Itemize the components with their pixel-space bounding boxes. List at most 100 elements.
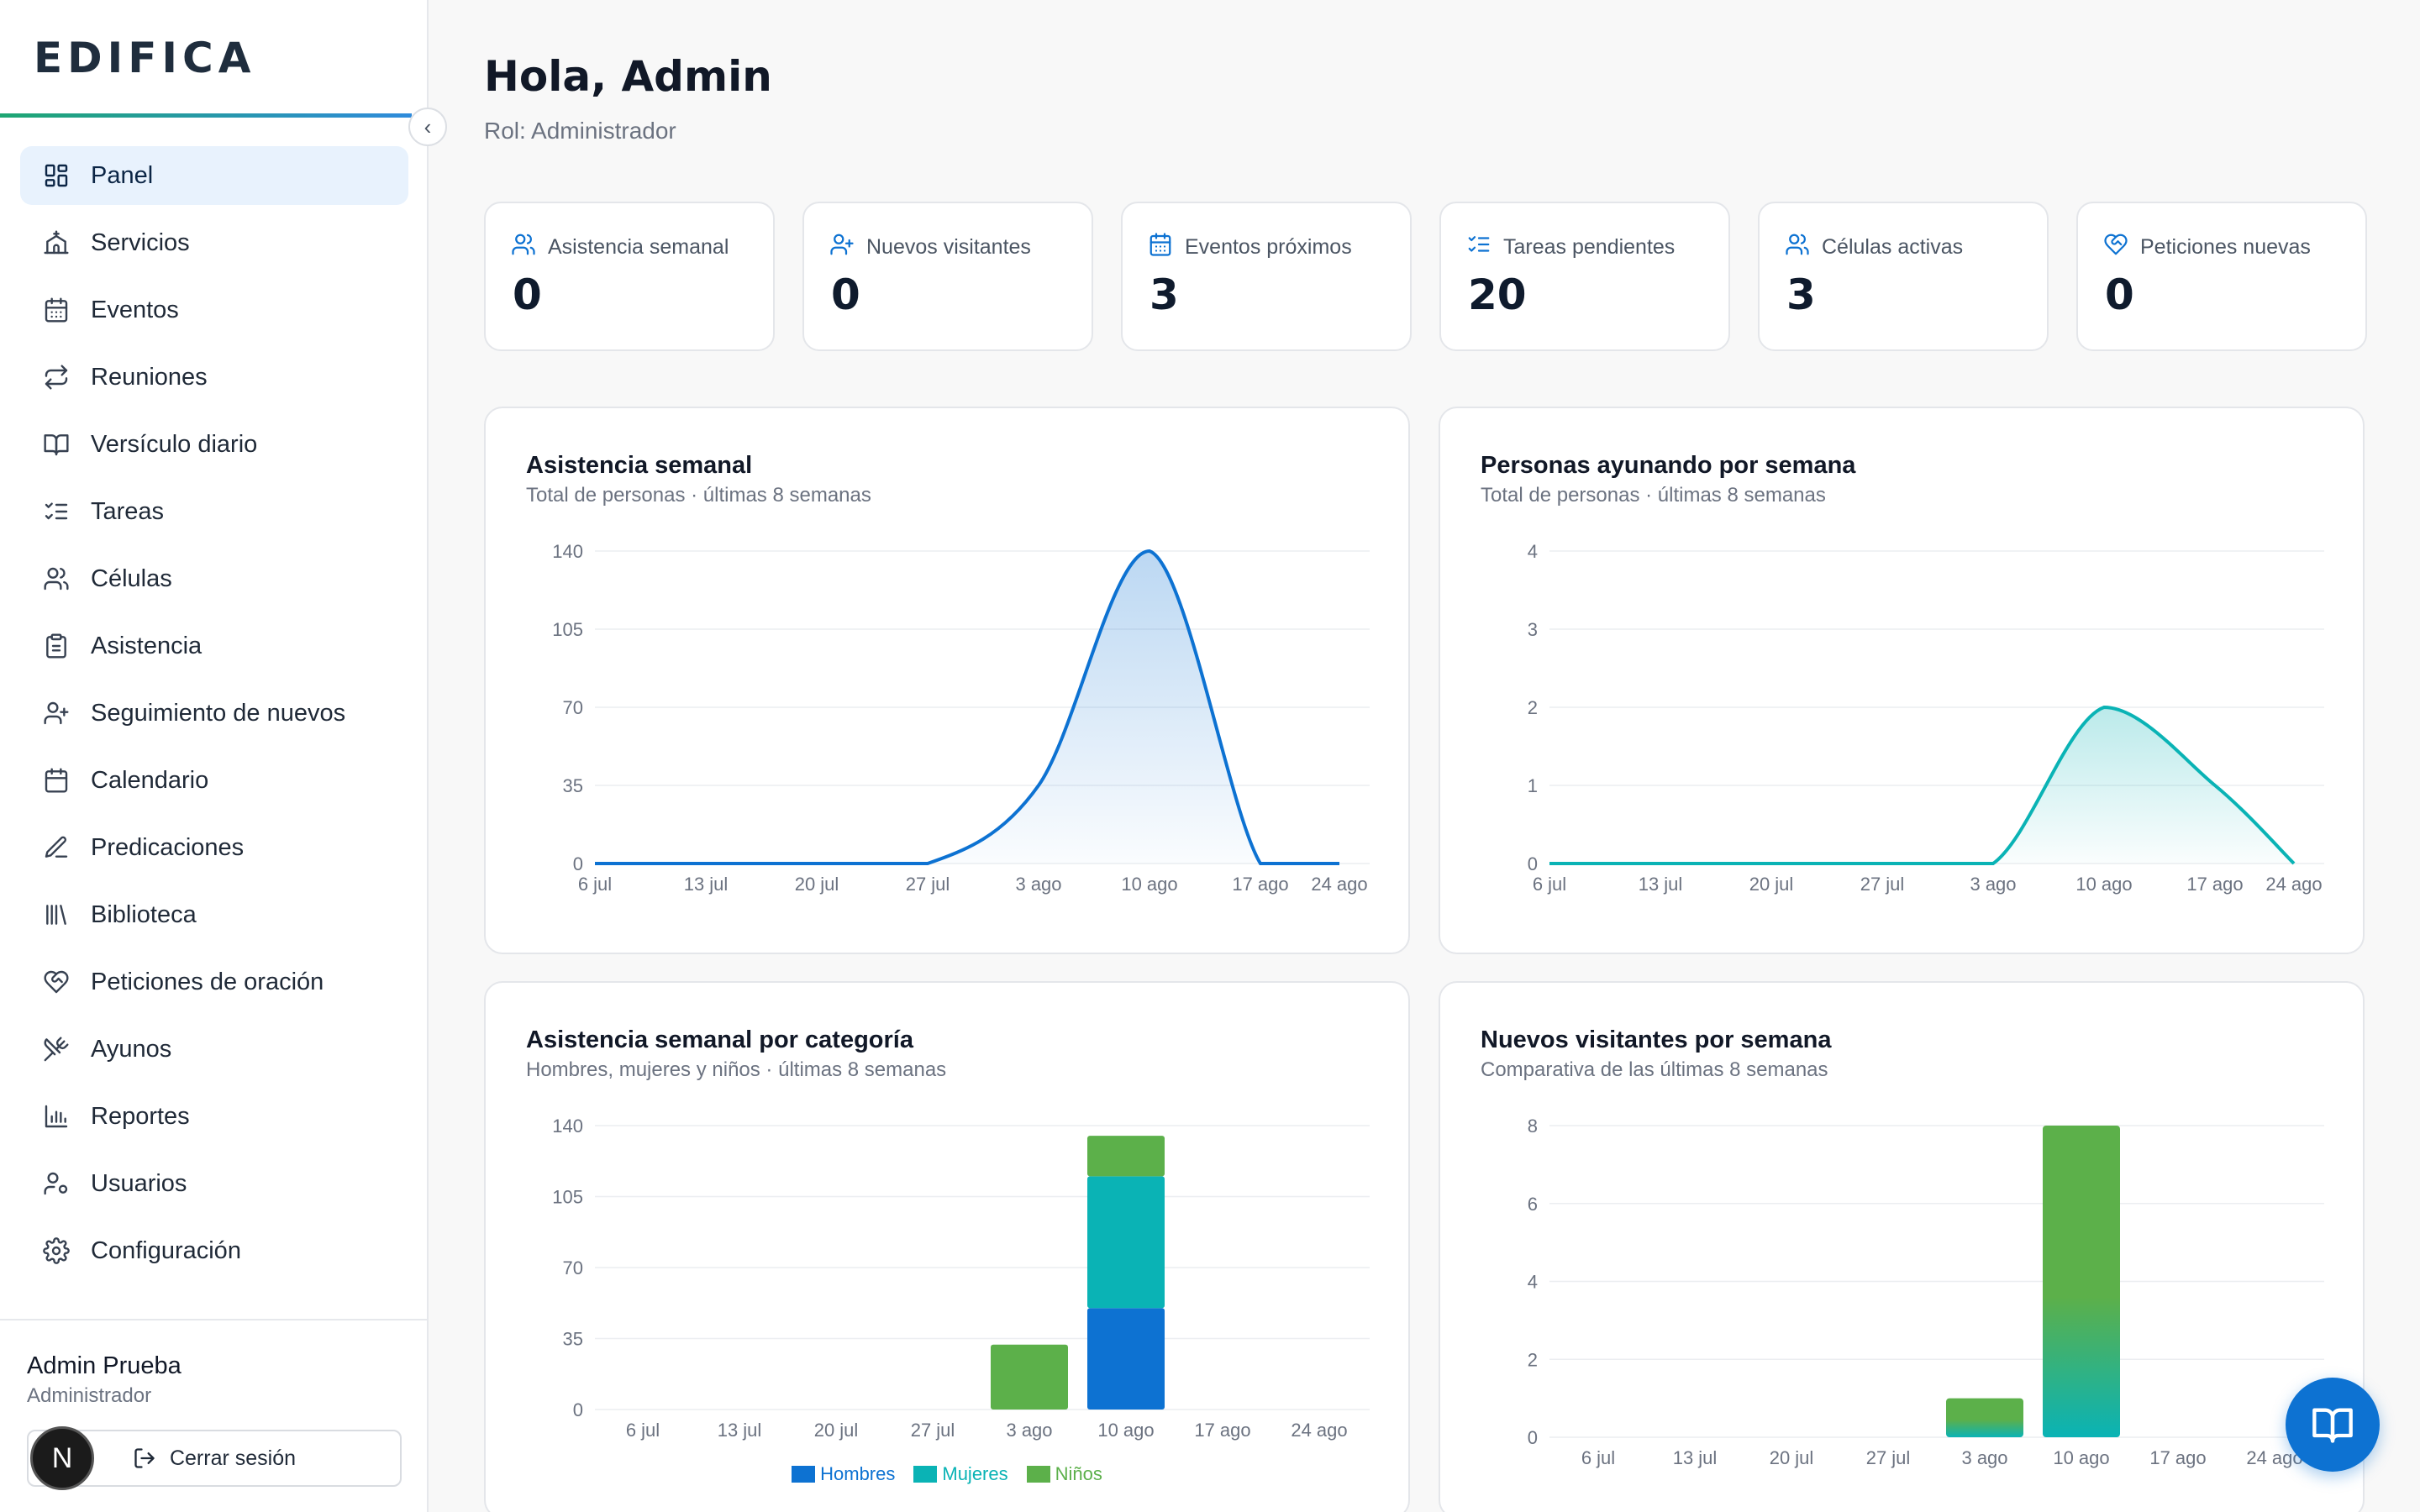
chart-subtitle: Total de personas · últimas 8 semanas	[1481, 484, 1826, 507]
sidebar-item-label: Usuarios	[91, 1169, 187, 1197]
legend-item[interactable]: Mujeres	[913, 1463, 1008, 1485]
bible-fab-button[interactable]	[2286, 1378, 2380, 1472]
y-tick-label: 105	[552, 1187, 583, 1208]
legend-item[interactable]: Niños	[1026, 1463, 1102, 1485]
x-tick-label: 24 ago	[1291, 1420, 1347, 1441]
sidebar-item-biblioteca[interactable]: Biblioteca	[20, 885, 408, 944]
ayuno-area-chart: 0 1 2 3 4 6 jul 13 jul 20 jul 27 jul 3 ago 10 ago 1…	[1528, 541, 2324, 895]
chart-card-visitantes: Nuevos visitantes por semana Comparativa…	[1439, 981, 2365, 1512]
sidebar-item-eventos[interactable]: Eventos	[20, 281, 408, 339]
y-tick-label: 105	[552, 619, 583, 640]
heart-handshake-icon	[42, 968, 71, 996]
calendar-grid-icon	[42, 296, 71, 324]
x-tick-label: 27 jul	[911, 1420, 955, 1441]
x-tick-label: 10 ago	[2053, 1447, 2109, 1468]
calendar-icon	[42, 766, 71, 795]
sidebar-item-label: Biblioteca	[91, 900, 197, 928]
sidebar-item-predicaciones[interactable]: Predicaciones	[20, 818, 408, 877]
clipboard-icon	[42, 632, 71, 660]
sidebar-item-reuniones[interactable]: Reuniones	[20, 348, 408, 407]
sidebar-item-label: Tareas	[91, 497, 165, 525]
stat-card: Células activas 3	[1758, 202, 2049, 351]
user-cog-icon	[42, 1169, 71, 1198]
x-tick-label: 20 jul	[795, 874, 839, 895]
legend-swatch	[792, 1466, 816, 1483]
sidebar-item-label: Asistencia	[91, 632, 203, 659]
sidebar-item-asistencia[interactable]: Asistencia	[20, 617, 408, 675]
bar-hombres	[1087, 1308, 1165, 1410]
calendar-grid-icon	[1148, 232, 1185, 263]
stat-card: Nuevos visitantes 0	[802, 202, 1093, 351]
sidebar-collapse-button[interactable]: ‹	[408, 108, 447, 146]
stat-label: Eventos próximos	[1148, 232, 1352, 263]
sidebar-item-panel[interactable]: Panel	[20, 146, 408, 205]
sidebar-item-seguimiento[interactable]: Seguimiento de nuevos	[20, 684, 408, 743]
legend-swatch	[913, 1466, 938, 1483]
sidebar-item-peticiones[interactable]: Peticiones de oración	[20, 953, 408, 1011]
bar-niños	[991, 1344, 1068, 1410]
y-tick-label: 0	[1528, 853, 1538, 874]
users-icon	[42, 564, 71, 593]
utensils-crossed-icon	[42, 1035, 71, 1063]
sidebar-item-reportes[interactable]: Reportes	[20, 1087, 408, 1146]
user-name: Admin Prueba	[27, 1352, 182, 1379]
x-tick-label: 13 jul	[718, 1420, 762, 1441]
x-tick-label: 10 ago	[2075, 874, 2132, 895]
chart-card-categoria: Asistencia semanal por categoría Hombres…	[484, 981, 1410, 1512]
stat-label-text: Peticiones nuevas	[2140, 235, 2311, 259]
y-tick-label: 70	[563, 697, 583, 718]
book-open-icon	[2312, 1408, 2353, 1443]
bar	[2043, 1126, 2120, 1437]
bar-chart-icon	[42, 1102, 71, 1131]
chart-legend: Hombres Mujeres Niños	[486, 1463, 1408, 1485]
y-tick-label: 4	[1528, 1272, 1538, 1293]
visitantes-bar-chart: 0 2 4 6 8 6 jul 13 jul 20 jul 27 jul 3 ago 10 ago 1…	[1528, 1116, 2324, 1468]
church-icon	[42, 228, 71, 257]
stat-label: Nuevos visitantes	[829, 232, 1031, 263]
area-fill	[595, 551, 1339, 864]
heart-handshake-icon	[2103, 232, 2140, 263]
user-role: Administrador	[27, 1384, 152, 1407]
sidebar-item-versiculo[interactable]: Versículo diario	[20, 415, 408, 474]
x-tick-label: 27 jul	[906, 874, 950, 895]
sidebar-footer: Admin Prueba Administrador Cerrar sesión…	[0, 1319, 429, 1512]
brand-header: EDIFICA	[0, 0, 427, 118]
sidebar-item-ayunos[interactable]: Ayunos	[20, 1020, 408, 1079]
x-tick-label: 13 jul	[1639, 874, 1683, 895]
series-line	[594, 549, 1339, 866]
sidebar-item-configuracion[interactable]: Configuración	[20, 1221, 408, 1280]
avatar[interactable]: N	[30, 1426, 94, 1490]
bar-mujeres	[1087, 1176, 1165, 1309]
stat-card: Tareas pendientes 20	[1439, 202, 1730, 351]
x-tick-label: 10 ago	[1097, 1420, 1154, 1441]
sidebar-item-label: Peticiones de oración	[91, 968, 324, 995]
stat-value: 0	[831, 270, 860, 319]
stat-label: Tareas pendientes	[1466, 232, 1675, 263]
sidebar-item-usuarios[interactable]: Usuarios	[20, 1154, 408, 1213]
sidebar-item-servicios[interactable]: Servicios	[20, 213, 408, 272]
user-role-subtitle: Rol: Administrador	[484, 118, 676, 144]
chart-subtitle: Comparativa de las últimas 8 semanas	[1481, 1058, 1828, 1081]
stat-card: Eventos próximos 3	[1121, 202, 1412, 351]
x-tick-label: 20 jul	[1749, 874, 1794, 895]
chart-title: Asistencia semanal	[526, 452, 753, 479]
repeat-icon	[42, 363, 71, 391]
library-icon	[42, 900, 71, 929]
x-tick-label: 27 jul	[1860, 874, 1905, 895]
brand-logo: EDIFICA	[34, 34, 256, 82]
stat-label: Peticiones nuevas	[2103, 232, 2311, 263]
x-tick-label: 6 jul	[1581, 1447, 1615, 1468]
chart-card-ayuno: Personas ayunando por semana Total de pe…	[1439, 407, 2365, 954]
sidebar-item-celulas[interactable]: Células	[20, 549, 408, 608]
sidebar-item-label: Calendario	[91, 766, 209, 794]
x-tick-label: 6 jul	[1533, 874, 1566, 895]
x-tick-label: 13 jul	[684, 874, 729, 895]
sidebar-item-tareas[interactable]: Tareas	[20, 482, 408, 541]
sidebar-item-calendario[interactable]: Calendario	[20, 751, 408, 810]
x-tick-label: 6 jul	[578, 874, 612, 895]
legend-label: Niños	[1055, 1463, 1102, 1484]
x-tick-label: 6 jul	[626, 1420, 660, 1441]
x-tick-label: 3 ago	[1961, 1447, 2007, 1468]
legend-item[interactable]: Hombres	[792, 1463, 895, 1485]
sidebar-nav: Panel Servicios Eventos Reuniones Versículo …	[20, 146, 408, 1289]
